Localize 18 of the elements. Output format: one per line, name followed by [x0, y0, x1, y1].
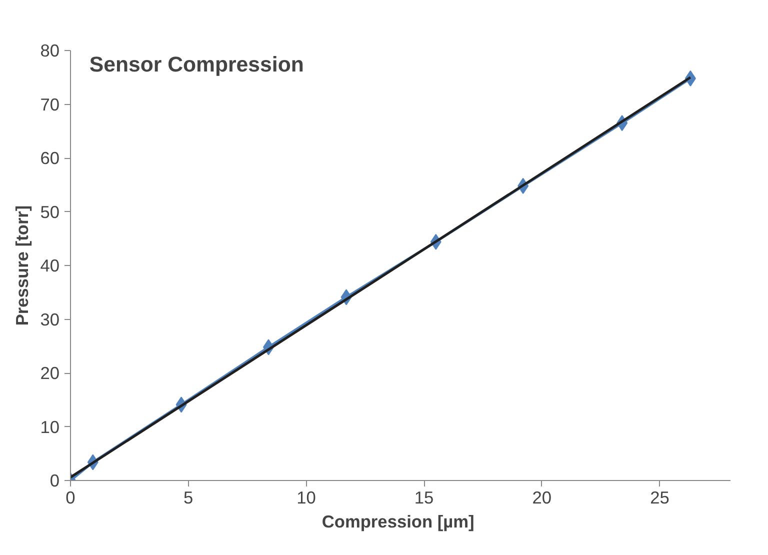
chart-title: Sensor Compression: [89, 52, 304, 76]
x-tick-label: 20: [532, 488, 552, 508]
y-tick-label: 0: [50, 470, 60, 490]
y-tick-label: 70: [40, 94, 60, 114]
y-tick-label: 20: [40, 363, 60, 383]
x-tick-label: 0: [66, 488, 76, 508]
y-tick-label: 80: [40, 40, 60, 60]
y-axis-title: Pressure [torr]: [12, 205, 32, 326]
x-tick-label: 5: [184, 488, 194, 508]
x-axis-title: Compression [µm]: [322, 512, 474, 532]
y-tick-label: 50: [40, 202, 60, 222]
y-tick-label: 10: [40, 416, 60, 437]
x-tick-label: 15: [414, 488, 434, 508]
y-tick-label: 30: [40, 309, 60, 330]
y-tick-label: 40: [40, 256, 60, 276]
y-tick-label: 60: [40, 148, 60, 168]
x-tick-label: 25: [650, 488, 670, 508]
x-tick-label: 10: [296, 488, 316, 508]
